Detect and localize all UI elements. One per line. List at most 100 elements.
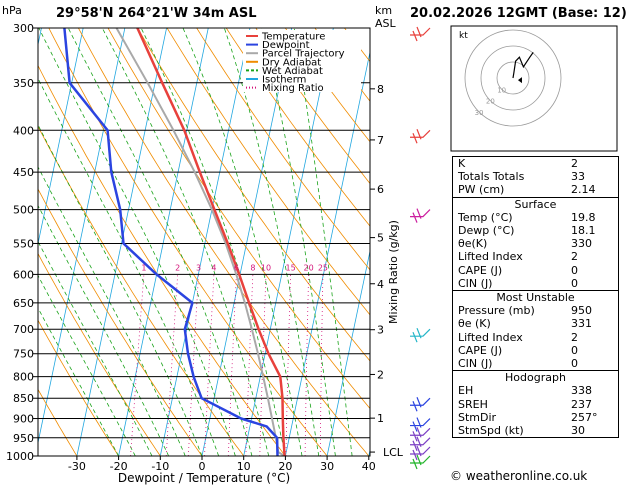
- surface-row-dewp: Dewp (°C) 18.1: [458, 224, 596, 238]
- mu-row-cape: CAPE (J) 0: [458, 343, 578, 357]
- height-label: 7: [377, 134, 384, 147]
- wind-barb: [410, 445, 431, 461]
- mixing-ratio-line: [285, 274, 291, 456]
- hodo-row-sreh: SREH 237: [458, 397, 592, 411]
- isotherm-line: [326, 249, 370, 456]
- wind-barb: [410, 417, 431, 432]
- height-label: 8: [377, 83, 384, 96]
- mu-section-title: Most Unstable: [496, 291, 575, 305]
- height-asl-label: ASL: [375, 17, 397, 30]
- dry-adiabat-line: [38, 388, 78, 456]
- mu-row-li: Lifted Index 2: [458, 330, 578, 344]
- height-label: 3: [377, 324, 384, 337]
- mixing-ratio-line: [130, 274, 145, 456]
- storm-motion-marker: [517, 77, 522, 84]
- height-label: 5: [377, 232, 384, 245]
- pressure-tick-label: 650: [13, 297, 34, 310]
- hodograph-ring-label: 10: [497, 86, 506, 94]
- pressure-tick-label: 300: [13, 22, 34, 35]
- copyright-footer: © weatheronline.co.uk: [450, 469, 588, 483]
- height-label: 1: [377, 412, 384, 425]
- surface-row-cape: CAPE (J) 0: [458, 263, 578, 277]
- pressure-tick-label: 350: [13, 77, 34, 90]
- isotherm-line: [159, 28, 251, 456]
- isotherm-line: [201, 28, 293, 456]
- x-tick-label: 20: [278, 460, 292, 473]
- hodo-row-eh: EH 338: [458, 384, 592, 398]
- dry-adiabat-line: [38, 319, 119, 456]
- pressure-tick-label: 850: [13, 392, 34, 405]
- mixing-ratio-line: [227, 274, 237, 456]
- legend-label: Mixing Ratio: [262, 83, 324, 94]
- pressure-tick-label: 450: [13, 166, 34, 179]
- wind-barb: [410, 208, 431, 223]
- mixing-ratio-axis-label: Mixing Ratio (g/kg): [387, 220, 400, 324]
- dry-adiabat-line: [107, 28, 370, 410]
- dry-adiabat-line: [166, 28, 370, 316]
- wind-barb: [410, 436, 431, 451]
- mixing-ratio-label: 4: [211, 263, 216, 272]
- wet-adiabat-line: [38, 307, 119, 456]
- dry-adiabat-line: [284, 28, 370, 143]
- dry-adiabat-line: [137, 28, 370, 362]
- wind-barb: [410, 454, 431, 470]
- pressure-tick-label: 750: [13, 348, 34, 361]
- dry-adiabat-line: [196, 28, 370, 271]
- hodograph-ring-label: 20: [486, 98, 495, 106]
- x-tick-label: 40: [362, 460, 376, 473]
- dry-adiabat-line: [38, 252, 161, 456]
- legend-box: [243, 30, 361, 92]
- pressure-tick-label: 1000: [6, 450, 34, 463]
- mu-row-cin: CIN (J) 0: [458, 357, 578, 371]
- pressure-tick-label: 600: [13, 268, 34, 281]
- pressure-tick-label: 500: [13, 204, 34, 217]
- legend-label: Wet Adiabat: [262, 66, 323, 77]
- mu-row-thetae: θe (K) 331: [458, 317, 592, 331]
- isotherm-line: [118, 28, 209, 456]
- wet-adiabat-line: [101, 28, 270, 456]
- location-title: 29°58'N 264°21'W 34m ASL: [56, 6, 257, 21]
- hodograph-ring: [464, 29, 562, 127]
- hodograph-kt-label: kt: [459, 31, 468, 41]
- legend-label: Parcel Trajectory: [262, 49, 345, 60]
- mixing-ratio-line: [204, 274, 215, 456]
- hodograph-ring: [480, 45, 546, 111]
- dry-adiabat-line: [225, 28, 370, 227]
- surface-row-cin: CIN (J) 0: [458, 276, 578, 290]
- height-label: 6: [377, 183, 384, 196]
- mixing-ratio-label: 6: [234, 263, 239, 272]
- mixing-ratio-label: 3: [196, 263, 201, 272]
- dry-adiabat-line: [38, 188, 203, 456]
- mixing-ratio-line: [304, 274, 309, 456]
- plot-frame: [37, 27, 371, 457]
- isotherm-line: [76, 28, 167, 456]
- height-label: 4: [377, 278, 384, 291]
- legend-label: Isotherm: [262, 75, 306, 86]
- x-tick-label: -20: [110, 460, 128, 473]
- height-unit-label: km: [375, 4, 392, 17]
- pressure-tick-label: 900: [13, 413, 34, 426]
- wind-barb: [410, 427, 431, 442]
- mixing-ratio-label: 25: [318, 263, 328, 272]
- hodograph-box: [450, 25, 618, 152]
- height-label: 2: [377, 368, 384, 381]
- wind-barb: [410, 26, 431, 42]
- temperature-line: [136, 28, 286, 456]
- hodograph-trace: [512, 52, 534, 79]
- mixing-ratio-label: 20: [304, 263, 314, 272]
- parcel-trajectory-line: [115, 28, 286, 456]
- mixing-ratio-line: [319, 274, 324, 456]
- mixing-ratio-label: 1: [141, 263, 146, 272]
- hodo-section-title: Hodograph: [505, 371, 566, 385]
- pressure-tick-label: 700: [13, 323, 34, 336]
- wet-adiabat-line: [38, 77, 220, 456]
- hodo-row-stmspd: StmSpd (kt) 30: [458, 424, 585, 438]
- isotherm-line: [285, 50, 370, 456]
- dry-adiabat-line: [255, 28, 370, 185]
- pressure-tick-label: 800: [13, 371, 34, 384]
- wet-adiabat-line: [38, 274, 136, 456]
- index-row-totals: Totals Totals 33: [458, 170, 585, 184]
- isotherm-line: [243, 28, 334, 456]
